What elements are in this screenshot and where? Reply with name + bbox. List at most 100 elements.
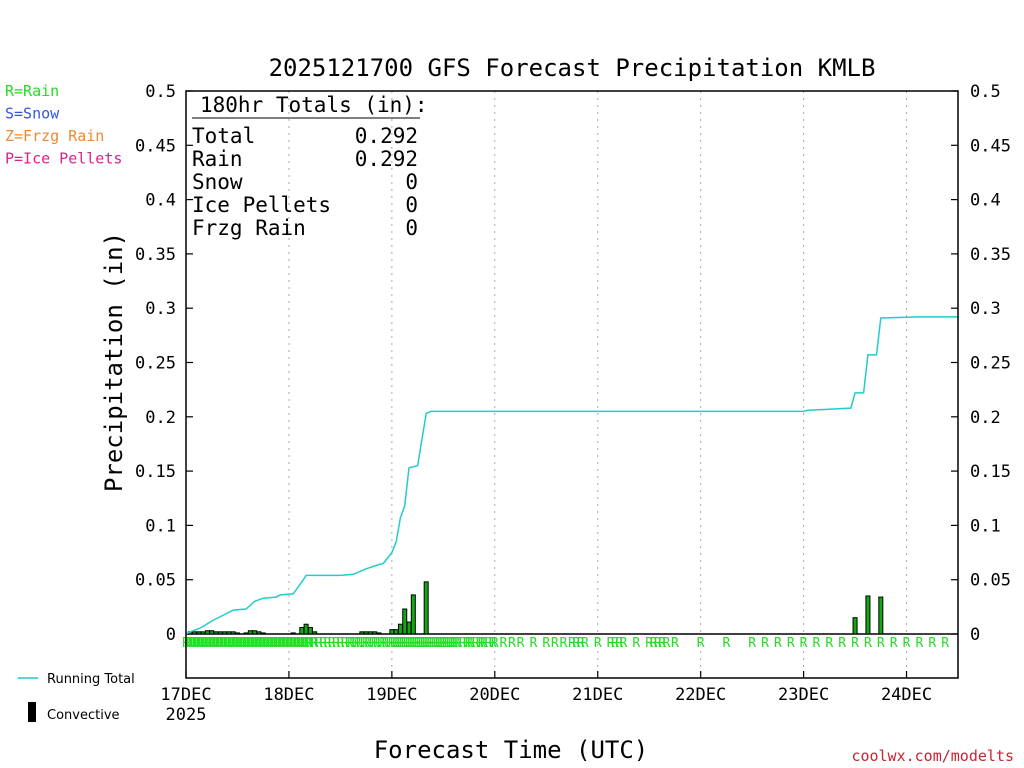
precip-type-marker: R: [472, 636, 480, 651]
footer-credit[interactable]: coolwx.com/modelts: [851, 747, 1014, 765]
precip-type-marker: R: [356, 636, 364, 651]
precip-type-marker: R: [654, 636, 662, 651]
precip-type-marker: R: [254, 636, 262, 651]
y-tick-label: 0.2: [145, 408, 176, 428]
precip-bar: [397, 623, 403, 635]
totals-box: 180hr Totals (in): Total 0.292 Rain 0.292 Sno…: [192, 93, 428, 240]
x-tick-label: 24DEC: [881, 685, 932, 705]
precip-type-legend-item: R=Rain: [5, 82, 59, 100]
precip-type-marker: R: [825, 636, 833, 651]
precip-type-marker: R: [928, 636, 936, 651]
precip-type-marker: R: [217, 636, 225, 651]
precip-type-marker: R: [213, 636, 221, 651]
precip-bar: [209, 630, 215, 635]
precip-type-marker: R: [397, 636, 405, 651]
precip-type-marker: R: [645, 636, 653, 651]
precip-type-marker: R: [442, 636, 450, 651]
precip-type-marker: R: [324, 636, 332, 651]
totals-row-label: Total: [192, 124, 255, 148]
precip-bar: [230, 631, 236, 635]
precip-type-marker: R: [450, 636, 458, 651]
precip-bar: [299, 626, 305, 635]
precip-bar: [260, 632, 266, 635]
y-tick-label-right: 0.1: [970, 516, 1001, 536]
precip-type-marker: R: [392, 636, 400, 651]
y-axis-label: Precipitation (in): [100, 232, 128, 492]
precip-type-marker: R: [697, 636, 705, 651]
precip-bar: [226, 631, 232, 635]
precip-type-marker: R: [209, 636, 217, 651]
precip-type-marker: R: [401, 636, 409, 651]
precip-type-marker: R: [248, 636, 256, 651]
precip-bar: [204, 630, 210, 635]
precip-type-marker: R: [228, 636, 236, 651]
precip-type-marker: R: [581, 636, 589, 651]
precip-type-marker: R: [463, 636, 471, 651]
precip-type-marker: R: [431, 636, 439, 651]
precip-type-marker: R: [429, 636, 437, 651]
precip-type-marker: R: [201, 636, 209, 651]
precip-type-marker: R: [211, 636, 219, 651]
precip-type-marker: R: [542, 636, 550, 651]
precip-type-marker: R: [650, 636, 658, 651]
precip-type-marker: R: [813, 636, 821, 651]
precip-type-marker: R: [258, 636, 266, 651]
precip-type-marker: R: [774, 636, 782, 651]
precip-type-marker: R: [263, 636, 271, 651]
y-tick-label: 0.5: [145, 82, 176, 102]
precip-type-marker: R: [204, 636, 212, 651]
precip-bar: [196, 631, 202, 635]
precip-type-marker: R: [362, 636, 370, 651]
precip-type-marker: R: [722, 636, 730, 651]
precip-type-legend-item: P=Ice Pellets: [5, 150, 122, 168]
precip-bar: [402, 608, 408, 635]
plot-frame: [185, 90, 959, 679]
precip-type-marker: R: [354, 636, 362, 651]
precip-type-marker: R: [407, 636, 415, 651]
y-axis-left-ticks: 0 0.05 0.1 0.15 0.2 0.25 0.3 0.35 0.4 0.45 0.5: [135, 82, 193, 645]
x-tick-sublabel: 2025: [166, 705, 207, 725]
precip-type-marker: R: [332, 636, 340, 651]
precip-type-marker: R: [444, 636, 452, 651]
precip-type-marker: R: [227, 636, 235, 651]
precip-bar: [222, 631, 228, 635]
precip-type-marker: R: [271, 636, 279, 651]
x-tick-label: 19DEC: [366, 685, 417, 705]
precip-type-marker: R: [399, 636, 407, 651]
precip-type-marker: R: [221, 636, 229, 651]
precip-type-marker: R: [560, 636, 568, 651]
precip-type-marker: R: [572, 636, 580, 651]
totals-row-label: Rain: [192, 147, 243, 171]
precip-type-marker: R: [290, 636, 298, 651]
precip-type-marker: R: [437, 636, 445, 651]
precip-type-marker: R: [190, 636, 198, 651]
x-tick-label: 20DEC: [469, 685, 520, 705]
precip-type-marker: R: [416, 636, 424, 651]
precip-bar: [363, 631, 369, 635]
precip-type-marker: R: [364, 636, 372, 651]
precip-type-marker: R: [288, 636, 296, 651]
precip-type-marker: R: [800, 636, 808, 651]
chart-title: 2025121700 GFS Forecast Precipitation KM…: [269, 54, 876, 82]
precip-type-marker: R: [529, 636, 537, 651]
precip-type-marker: R: [225, 636, 233, 651]
precip-type-marker: R: [282, 636, 290, 651]
precip-type-marker: R: [412, 636, 420, 651]
precip-type-marker: R: [405, 636, 413, 651]
x-tick-label: 17DEC: [160, 685, 211, 705]
precip-bar: [243, 632, 249, 635]
precip-type-marker: R: [761, 636, 769, 651]
precip-type-marker: R: [454, 636, 462, 651]
y-tick-label-right: 0: [970, 625, 980, 645]
precip-type-marker: R: [255, 636, 263, 651]
precip-type-marker: R: [414, 636, 422, 651]
precip-type-marker: R: [294, 636, 302, 651]
precip-type-marker: R: [435, 636, 443, 651]
precip-type-marker: R: [240, 636, 248, 651]
precip-bar: [200, 631, 206, 635]
y-tick-label: 0.15: [135, 462, 176, 482]
y-tick-label: 0.35: [135, 245, 176, 265]
precip-type-marker: R: [219, 636, 227, 651]
x-tick-label: 23DEC: [778, 685, 829, 705]
